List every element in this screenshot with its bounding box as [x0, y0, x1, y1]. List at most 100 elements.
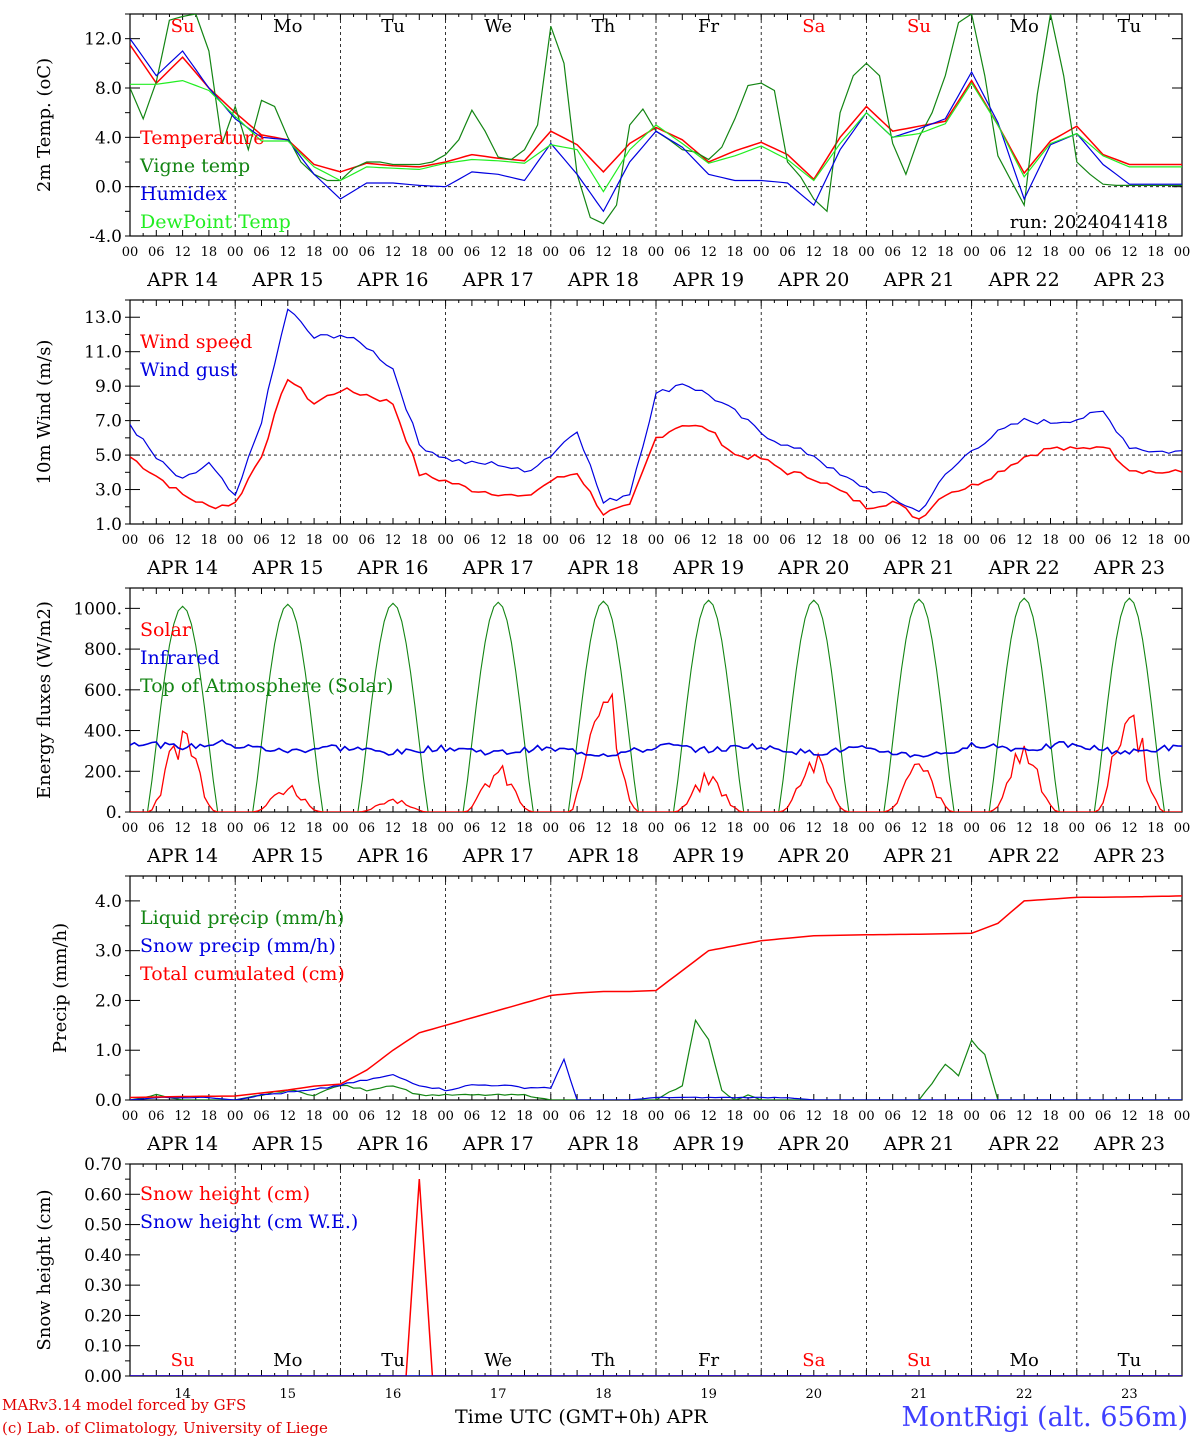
- energy-date-label: APR 14: [146, 845, 218, 867]
- precip-hour-label: 18: [306, 1109, 323, 1124]
- temp-hour-label: 12: [1121, 245, 1138, 260]
- temp-hour-label: 00: [332, 245, 349, 260]
- wind-ytick-label: 9.0: [95, 377, 122, 397]
- precip-hour-label: 00: [543, 1109, 560, 1124]
- snow-ytick-label: 0.50: [84, 1216, 122, 1236]
- day-number: 14: [174, 1387, 191, 1402]
- temp-hour-label: 00: [543, 245, 560, 260]
- energy-hour-label: 06: [1095, 821, 1112, 836]
- series-infrared-line: [130, 739, 1182, 758]
- wind-date-label: APR 21: [882, 557, 954, 579]
- precip-hour-label: 06: [990, 1109, 1007, 1124]
- snow-ytick-label: 0.60: [84, 1185, 122, 1205]
- wind-hour-label: 12: [806, 533, 823, 548]
- energy-ylabel: Energy fluxes (W/m2): [34, 601, 55, 799]
- wind-hour-label: 12: [595, 533, 612, 548]
- precip-ytick-label: 0.0: [95, 1091, 122, 1111]
- wind-date-label: APR 22: [988, 557, 1060, 579]
- energy-hour-label: 18: [1147, 821, 1164, 836]
- wind-hour-label: 12: [385, 533, 402, 548]
- wind-ytick-label: 5.0: [95, 446, 122, 466]
- temp-hour-label: 18: [1042, 245, 1059, 260]
- precip-hour-label: 00: [1174, 1109, 1191, 1124]
- wind-hour-label: 06: [148, 533, 165, 548]
- wind-date-label: APR 17: [462, 557, 534, 579]
- energy-hour-label: 12: [174, 821, 191, 836]
- temp-legend-entry: Temperature: [140, 127, 264, 149]
- energy-legend-entry: Solar: [140, 619, 192, 641]
- temp-legend-entry: Humidex: [140, 183, 227, 205]
- precip-hour-label: 00: [332, 1109, 349, 1124]
- precip-hour-label: 12: [700, 1109, 717, 1124]
- temp-hour-label: 12: [490, 245, 507, 260]
- precip-hour-label: 12: [385, 1109, 402, 1124]
- day-abbrev-top: We: [484, 16, 512, 37]
- energy-date-label: APR 22: [988, 845, 1060, 867]
- temp-hour-label: 18: [516, 245, 533, 260]
- energy-hour-label: 00: [122, 821, 139, 836]
- wind-ytick-label: 11.0: [84, 343, 122, 363]
- wind-date-label: APR 16: [356, 557, 428, 579]
- temp-hour-label: 06: [358, 245, 375, 260]
- temp-hour-label: 12: [1016, 245, 1033, 260]
- precip-date-label: APR 18: [567, 1133, 639, 1155]
- wind-date-label: APR 20: [777, 557, 849, 579]
- temp-date-label: APR 23: [1093, 269, 1165, 291]
- precip-hour-label: 06: [569, 1109, 586, 1124]
- energy-hour-label: 18: [727, 821, 744, 836]
- wind-hour-label: 00: [1069, 533, 1086, 548]
- temp-hour-label: 12: [280, 245, 297, 260]
- precip-ytick-label: 3.0: [95, 942, 122, 962]
- wind-hour-label: 06: [779, 533, 796, 548]
- energy-hour-label: 12: [911, 821, 928, 836]
- temp-hour-label: 00: [122, 245, 139, 260]
- temp-hour-label: 00: [227, 245, 244, 260]
- precip-ytick-label: 4.0: [95, 892, 122, 912]
- precip-hour-label: 00: [437, 1109, 454, 1124]
- day-abbrev-bottom: Mo: [273, 1350, 302, 1371]
- temp-hour-label: 06: [990, 245, 1007, 260]
- wind-ytick-label: 3.0: [95, 481, 122, 501]
- series-snow-precip-mm-h-line: [130, 1057, 1182, 1100]
- temp-hour-label: 00: [1174, 245, 1191, 260]
- wind-hour-label: 18: [1147, 533, 1164, 548]
- energy-hour-label: 18: [937, 821, 954, 836]
- wind-hour-label: 00: [753, 533, 770, 548]
- temp-ytick-label: 0.0: [95, 178, 122, 198]
- temp-hour-label: 00: [1069, 245, 1086, 260]
- energy-date-label: APR 16: [356, 845, 428, 867]
- series-snow-height-cm-line: [130, 1179, 1182, 1376]
- wind-hour-label: 12: [700, 533, 717, 548]
- energy-legend-entry: Infrared: [140, 647, 220, 669]
- energy-hour-label: 06: [148, 821, 165, 836]
- wind-hour-label: 18: [727, 533, 744, 548]
- snow-ytick-label: 0.40: [84, 1246, 122, 1266]
- precip-hour-label: 00: [963, 1109, 980, 1124]
- series-total-cumulated-cm-line: [130, 895, 1182, 1099]
- energy-hour-label: 18: [516, 821, 533, 836]
- temp-date-label: APR 14: [146, 269, 218, 291]
- energy-hour-label: 06: [253, 821, 270, 836]
- precip-hour-label: 18: [1042, 1109, 1059, 1124]
- snow-ytick-label: 0.20: [84, 1306, 122, 1326]
- series-wind-gustline: [130, 308, 1182, 513]
- day-abbrev-top: Mo: [1010, 16, 1039, 37]
- wind-hour-label: 18: [306, 533, 323, 548]
- precip-hour-label: 06: [464, 1109, 481, 1124]
- temp-ytick-label: -4.0: [89, 227, 122, 247]
- energy-hour-label: 00: [753, 821, 770, 836]
- energy-hour-label: 06: [674, 821, 691, 836]
- precip-hour-label: 12: [1121, 1109, 1138, 1124]
- day-number: 21: [911, 1387, 928, 1402]
- wind-legend-entry: Wind speed: [140, 331, 252, 353]
- wind-date-label: APR 18: [567, 557, 639, 579]
- temp-hour-label: 18: [937, 245, 954, 260]
- precip-hour-label: 00: [1069, 1109, 1086, 1124]
- precip-hour-label: 06: [1095, 1109, 1112, 1124]
- precip-hour-label: 00: [858, 1109, 875, 1124]
- precip-hour-label: 18: [832, 1109, 849, 1124]
- temp-date-label: APR 20: [777, 269, 849, 291]
- precip-date-label: APR 15: [251, 1133, 323, 1155]
- temp-hour-label: 18: [201, 245, 218, 260]
